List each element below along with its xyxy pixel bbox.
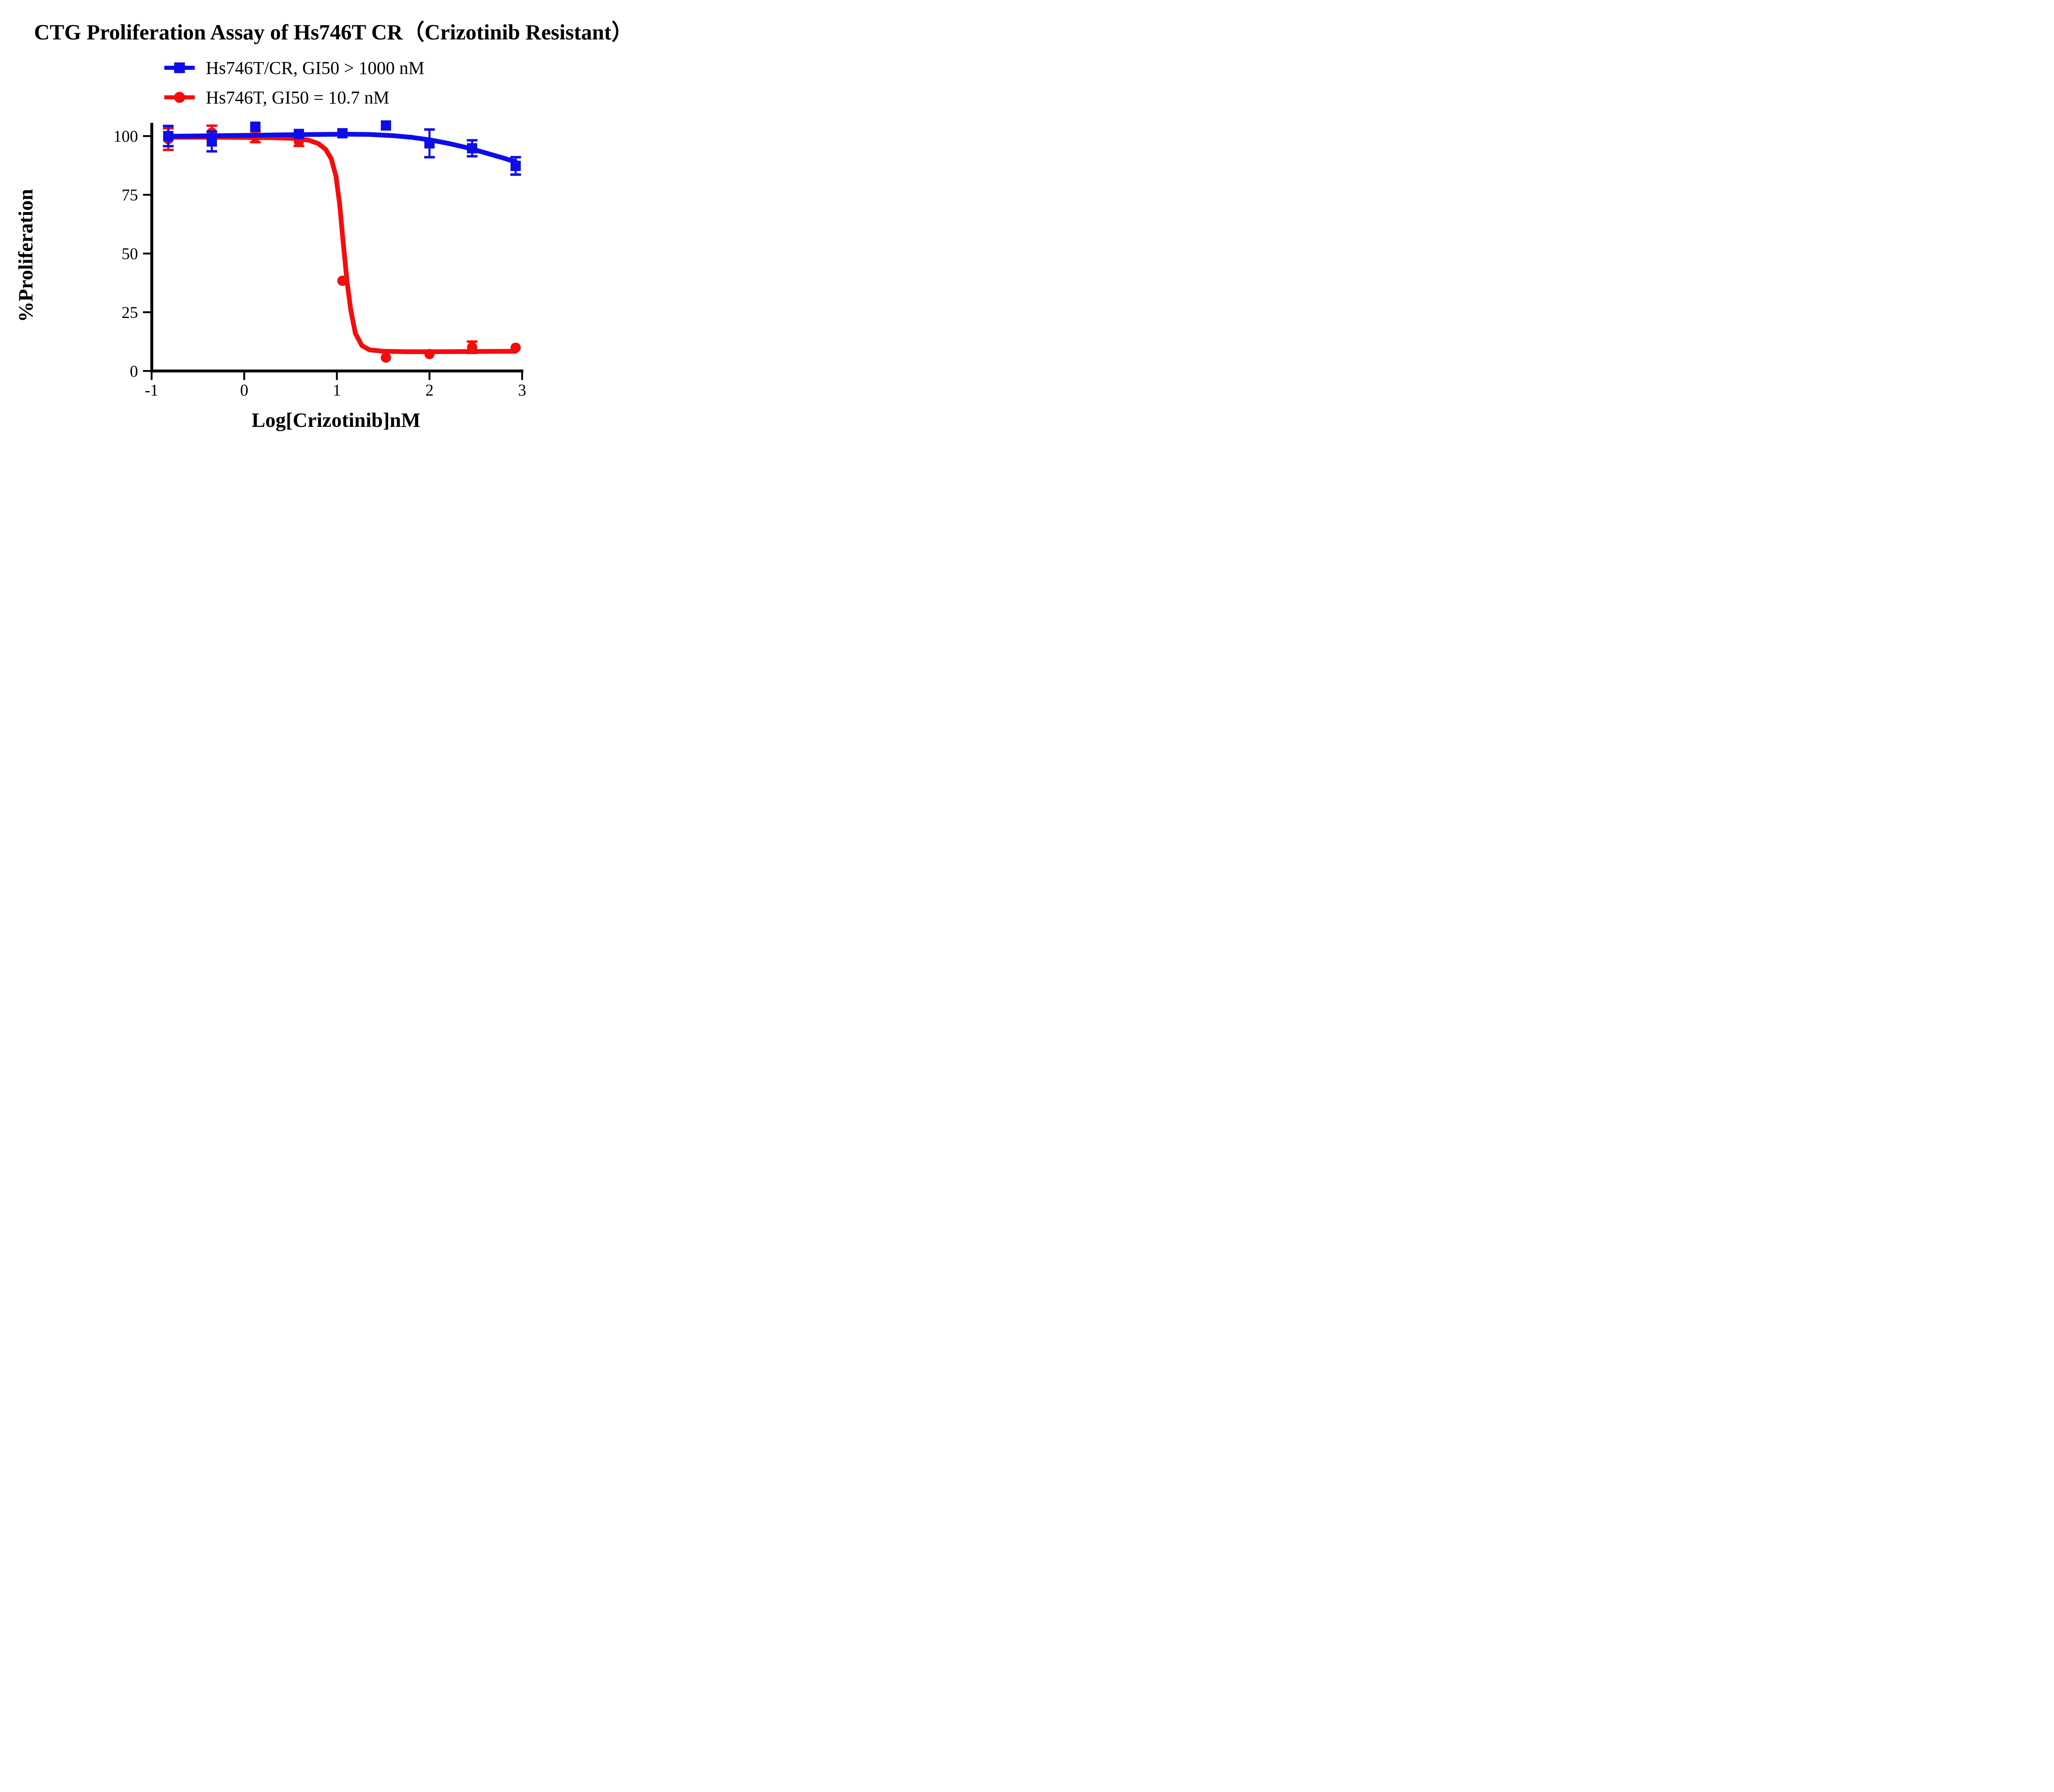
y-tick-label: 25 [122, 303, 138, 322]
data-point-square [510, 161, 521, 171]
chart-canvas: CTG Proliferation Assay of Hs746T CR（Cri… [0, 0, 667, 448]
x-tick-label: 2 [426, 381, 434, 399]
legend-square-marker-icon [164, 62, 195, 73]
data-point-square [250, 121, 261, 132]
y-tick-label: 0 [130, 362, 138, 380]
legend-label: Hs746T, GI50 = 10.7 nM [206, 87, 389, 108]
data-point-circle [510, 342, 521, 353]
x-tick-label: 0 [240, 381, 249, 399]
x-tick-label: 1 [333, 381, 341, 399]
data-point-circle [467, 342, 477, 352]
legend-item: Hs746T/CR, GI50 > 1000 nM [161, 56, 424, 80]
data-point-square [163, 131, 174, 141]
chart-title: CTG Proliferation Assay of Hs746T CR（Cri… [34, 21, 633, 44]
data-point-square [207, 136, 217, 147]
y-tick-label: 50 [122, 244, 138, 263]
legend-marker [174, 92, 185, 103]
legend-marker [174, 62, 185, 73]
data-point-circle [424, 349, 435, 359]
fit-curve-hs746t [166, 135, 518, 354]
plot-area: -1 0 1 2 3 0 25 50 75 100 [113, 120, 526, 399]
data-point-square [424, 138, 435, 149]
legend-circle-marker-icon [164, 92, 195, 103]
legend: Hs746T/CR, GI50 > 1000 nM Hs746T, GI50 = … [161, 56, 424, 109]
data-point-circle [381, 352, 391, 363]
data-point-circle [337, 275, 348, 286]
x-tick-label: 3 [518, 381, 526, 399]
data-point-square [467, 143, 477, 154]
legend-label: Hs746T/CR, GI50 > 1000 nM [206, 58, 425, 78]
y-tick-label: 75 [122, 186, 138, 204]
x-axis-title: Log[Crizotinib]nM [251, 408, 421, 431]
y-tick-label: 100 [113, 127, 138, 145]
data-point-square [337, 128, 348, 138]
x-tick-label: -1 [145, 381, 158, 399]
fit-curve-hs746t-cr [166, 131, 518, 164]
data-point-square [294, 129, 304, 139]
legend-item: Hs746T, GI50 = 10.7 nM [161, 85, 424, 109]
data-point-square [381, 120, 391, 131]
